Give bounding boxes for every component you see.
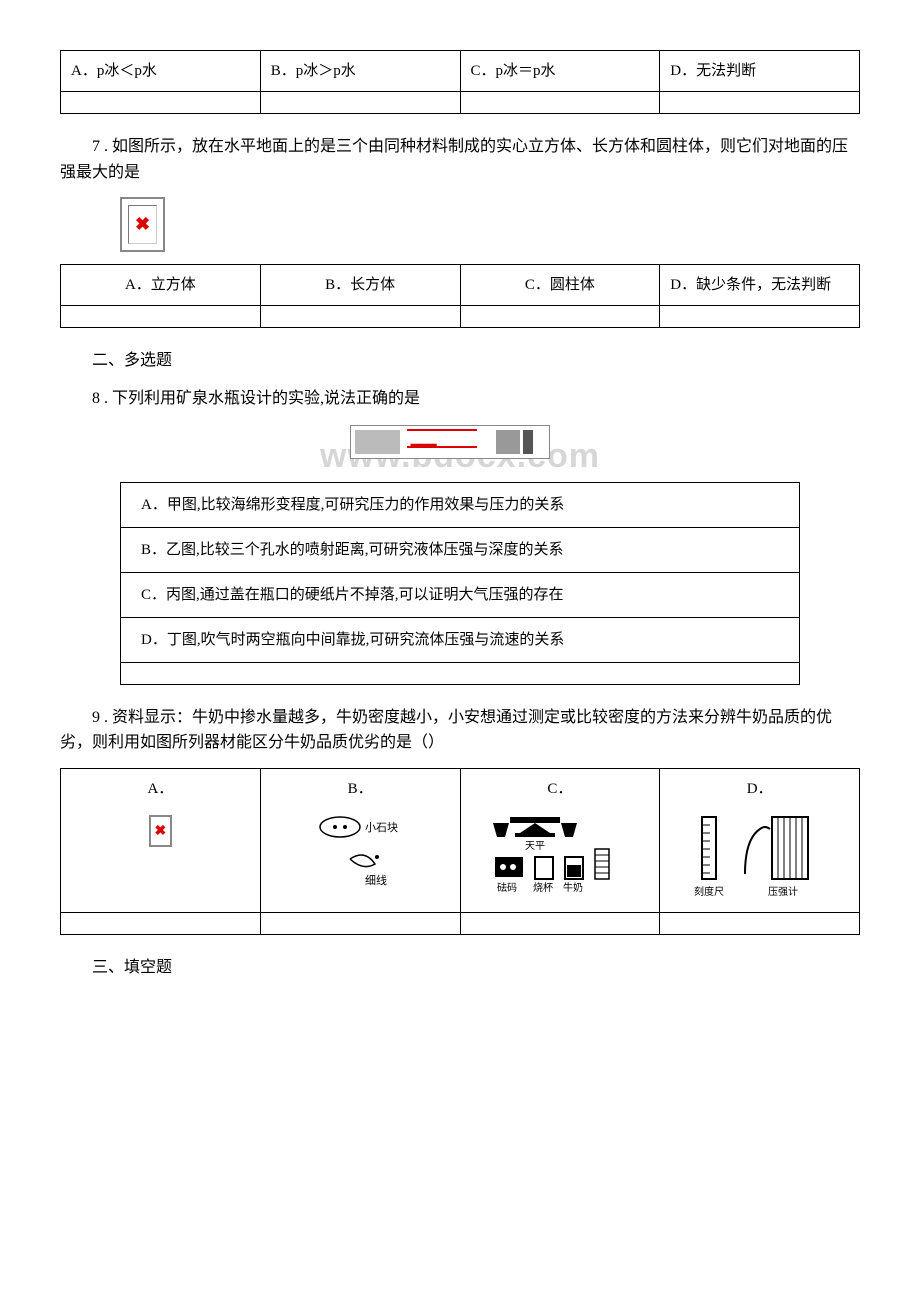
q9-options-table: A． ✖ B． 小石块 细线 C．	[60, 768, 860, 935]
empty-cell	[460, 912, 660, 934]
q9-c-label: C．	[471, 777, 650, 801]
empty-cell	[460, 305, 660, 327]
q9-d-label: D．	[670, 777, 849, 801]
q9-b-sketch: 小石块 细线	[305, 809, 415, 889]
q9-option-c: C． 天平	[460, 768, 660, 912]
q6-option-c: C．p冰＝p水	[460, 51, 660, 92]
q8-figure: www.bdocx.com ━━━	[350, 425, 570, 468]
q6-option-d: D．无法判断	[660, 51, 860, 92]
q8-options-table: A．甲图,比较海绵形变程度,可研究压力的作用效果与压力的关系 B．乙图,比较三个…	[120, 482, 800, 685]
empty-cell	[660, 912, 860, 934]
svg-text:烧杯: 烧杯	[533, 881, 553, 894]
q9-c-sketch: 天平 砝码 烧杯 牛奶	[471, 809, 650, 904]
broken-image-strip-icon: ━━━	[350, 425, 550, 459]
empty-cell	[460, 92, 660, 114]
q7-option-b: B．长方体	[260, 264, 460, 305]
q9-a-label: A．	[71, 777, 250, 801]
empty-cell	[660, 92, 860, 114]
q8-text: 8 . 下列利用矿泉水瓶设计的实验,说法正确的是	[60, 386, 860, 412]
svg-text:细线: 细线	[365, 873, 387, 887]
q9-option-a: A． ✖	[61, 768, 261, 912]
q7-option-a: A．立方体	[61, 264, 261, 305]
empty-cell	[61, 912, 261, 934]
q9-text: 9 . 资料显示：牛奶中掺水量越多，牛奶密度越小，小安想通过测定或比较密度的方法…	[60, 705, 860, 756]
broken-image-icon: ✖	[149, 815, 173, 847]
svg-text:牛奶: 牛奶	[563, 881, 583, 894]
q7-figure: ✖	[120, 197, 860, 252]
section-2-heading: 二、多选题	[60, 348, 860, 374]
q7-text: 7 . 如图所示，放在水平地面上的是三个由同种材料制成的实心立方体、长方体和圆柱…	[60, 134, 860, 185]
q9-option-b: B． 小石块 细线	[260, 768, 460, 912]
section-3-heading: 三、填空题	[60, 955, 860, 981]
q6-option-a: A．p冰＜p水	[61, 51, 261, 92]
svg-text:砝码: 砝码	[497, 881, 517, 894]
q9-option-d: D． 刻度尺	[660, 768, 860, 912]
svg-text:压强计: 压强计	[768, 885, 798, 898]
q6-option-b: B．p冰＞p水	[260, 51, 460, 92]
svg-text:刻度尺: 刻度尺	[694, 885, 724, 898]
empty-cell	[61, 305, 261, 327]
q7-options-table: A．立方体 B．长方体 C．圆柱体 D．缺少条件，无法判断	[60, 264, 860, 328]
q8-option-c: C．丙图,通过盖在瓶口的硬纸片不掉落,可以证明大气压强的存在	[121, 572, 800, 617]
q7-option-c: C．圆柱体	[460, 264, 660, 305]
q9-d-sketch: 刻度尺 压强计	[670, 809, 849, 904]
empty-cell	[660, 305, 860, 327]
empty-cell	[260, 305, 460, 327]
q7-option-d: D．缺少条件，无法判断	[660, 264, 860, 305]
empty-cell	[121, 662, 800, 684]
q8-option-b: B．乙图,比较三个孔水的喷射距离,可研究液体压强与深度的关系	[121, 527, 800, 572]
q9-b-label: B．	[271, 777, 450, 801]
q6-options-table: A．p冰＜p水 B．p冰＞p水 C．p冰＝p水 D．无法判断	[60, 50, 860, 114]
empty-cell	[260, 912, 460, 934]
svg-text:天平: 天平	[525, 841, 545, 852]
q8-option-a: A．甲图,比较海绵形变程度,可研究压力的作用效果与压力的关系	[121, 482, 800, 527]
svg-text:小石块: 小石块	[365, 821, 398, 834]
empty-cell	[61, 92, 261, 114]
broken-image-icon: ✖	[120, 197, 165, 252]
q8-option-d: D．丁图,吹气时两空瓶向中间靠拢,可研究流体压强与流速的关系	[121, 617, 800, 662]
empty-cell	[260, 92, 460, 114]
